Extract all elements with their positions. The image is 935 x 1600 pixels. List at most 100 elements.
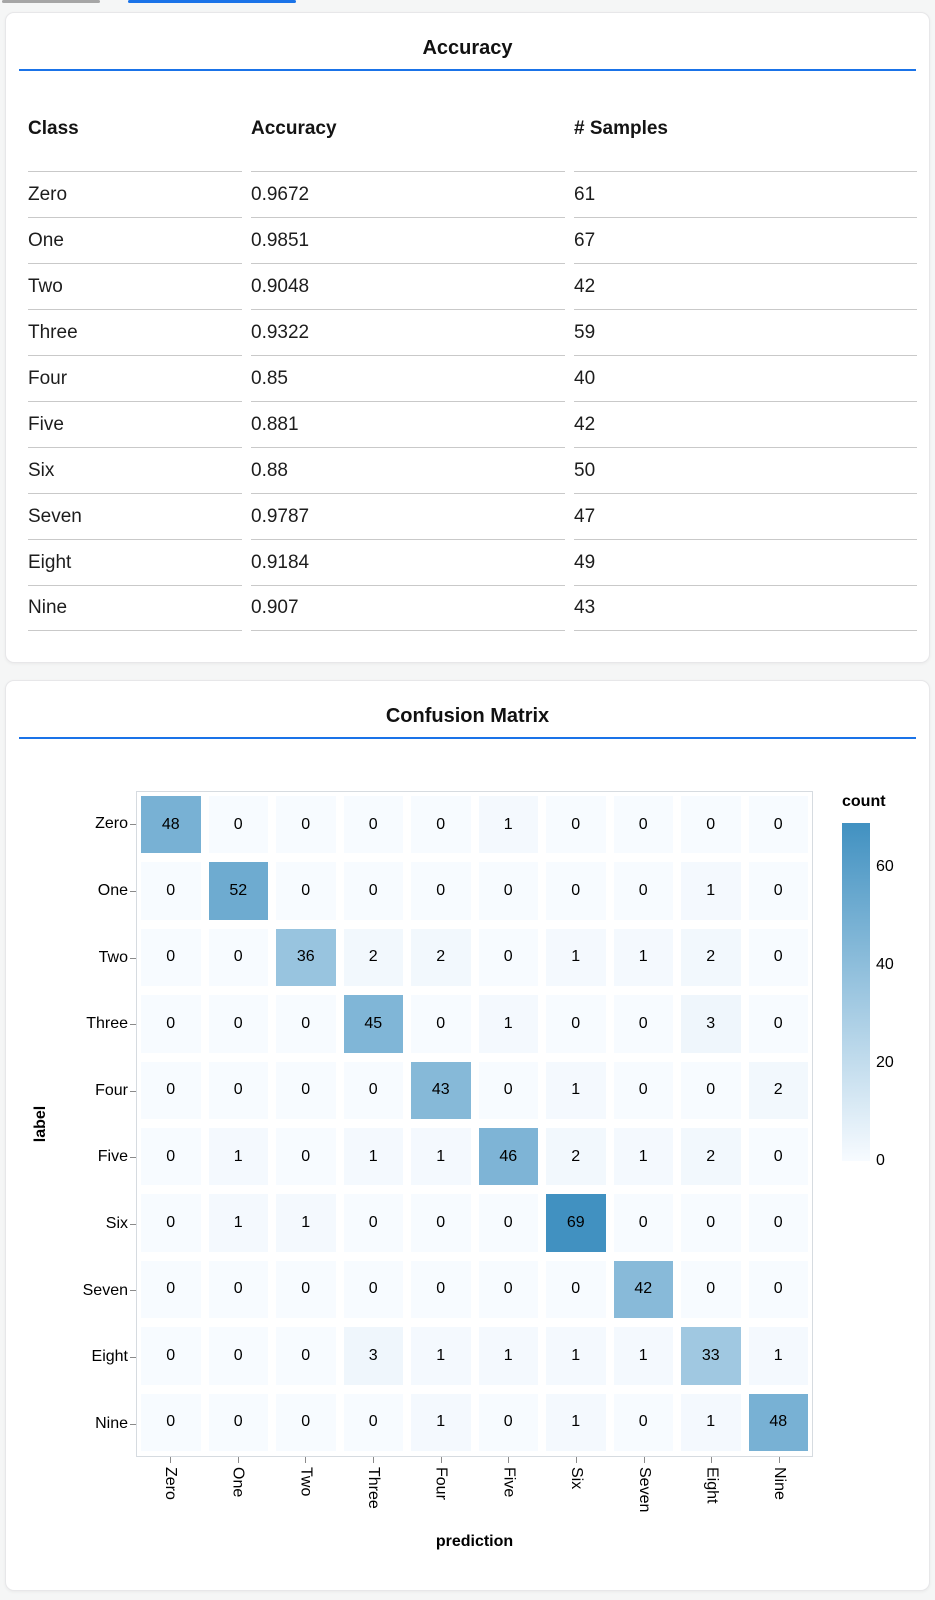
y-axis-label: Seven xyxy=(82,1281,128,1299)
heatmap-cell-value: 1 xyxy=(546,928,606,987)
heatmap-cell-value: 0 xyxy=(411,796,471,854)
heatmap-cell: 0 xyxy=(340,1390,408,1456)
y-axis-label: Eight xyxy=(91,1348,128,1366)
heatmap-cell: 0 xyxy=(677,1190,745,1256)
heatmap-cell-value: 0 xyxy=(613,1194,673,1252)
heatmap-cell-value: 0 xyxy=(681,1061,741,1119)
heatmap-cell: 1 xyxy=(542,1323,610,1389)
table-cell: 61 xyxy=(574,171,917,217)
heatmap-cell-value: 0 xyxy=(748,1260,808,1319)
table-cell: 0.9048 xyxy=(251,263,565,309)
heatmap-cell-value: 0 xyxy=(208,1061,268,1119)
table-cell: 43 xyxy=(574,585,917,631)
heatmap-cell: 1 xyxy=(272,1190,340,1256)
tab-indicator-active[interactable] xyxy=(128,0,296,3)
table-cell: Eight xyxy=(28,539,242,585)
heatmap-cell: 2 xyxy=(542,1124,610,1190)
heatmap-cell: 0 xyxy=(745,858,813,924)
heatmap-cell-value: 0 xyxy=(141,1260,201,1319)
heatmap-cell-value: 0 xyxy=(411,1260,471,1319)
heatmap-cell: 42 xyxy=(610,1257,678,1323)
heatmap-cell: 1 xyxy=(542,1058,610,1124)
confusion-card-title: Confusion Matrix xyxy=(385,705,550,727)
heatmap-cell: 0 xyxy=(610,1390,678,1456)
heatmap-cell: 0 xyxy=(205,1058,273,1124)
x-axis-label: Three xyxy=(364,1467,382,1509)
legend-gradient-bar xyxy=(842,823,870,1161)
heatmap-cell: 0 xyxy=(137,1390,205,1456)
y-axis-title: label xyxy=(32,1105,49,1143)
heatmap-cell: 0 xyxy=(137,1124,205,1190)
heatmap-cell: 0 xyxy=(272,792,340,858)
heatmap-cell: 0 xyxy=(205,792,273,858)
heatmap-cell: 0 xyxy=(542,991,610,1057)
heatmap-cell-value: 2 xyxy=(343,928,403,987)
heatmap-cell: 1 xyxy=(542,925,610,991)
heatmap-cell: 33 xyxy=(677,1323,745,1389)
heatmap-cell: 0 xyxy=(272,991,340,1057)
heatmap-cell-value: 0 xyxy=(343,862,403,920)
heatmap-cell-value: 52 xyxy=(208,862,268,920)
heatmap-cell: 0 xyxy=(475,925,543,991)
heatmap-cell-value: 0 xyxy=(681,1194,741,1252)
table-cell: Five xyxy=(28,401,242,447)
heatmap-cell: 0 xyxy=(745,991,813,1057)
x-axis-tick xyxy=(373,1457,374,1463)
heatmap-cell-value: 42 xyxy=(613,1260,673,1319)
heatmap-cell: 1 xyxy=(475,1323,543,1389)
heatmap-cell-value: 46 xyxy=(478,1128,538,1186)
y-axis-label: Two xyxy=(98,948,128,966)
heatmap-cell-value: 1 xyxy=(276,1194,336,1252)
table-cell: 0.9787 xyxy=(251,493,565,539)
heatmap-cell-value: 0 xyxy=(141,1327,201,1385)
heatmap-cell-value: 0 xyxy=(546,995,606,1053)
heatmap-cell-value: 1 xyxy=(681,1393,741,1451)
heatmap-cell-value: 1 xyxy=(546,1061,606,1119)
y-axis-tick xyxy=(130,1290,136,1291)
heatmap-cell-value: 0 xyxy=(546,796,606,854)
heatmap-cell: 0 xyxy=(205,1390,273,1456)
heatmap-cell: 0 xyxy=(340,792,408,858)
heatmap-cell: 1 xyxy=(677,1390,745,1456)
y-axis-tick xyxy=(130,1024,136,1025)
heatmap-cell-value: 0 xyxy=(208,796,268,854)
heatmap-cell-value: 1 xyxy=(478,995,538,1053)
heatmap-cell: 0 xyxy=(677,1058,745,1124)
confusion-matrix-card: Confusion Matrix 48 0 0 0 0 1 0 0 0 0 0 52 0 0 0 0 0 0 1 0 0… xyxy=(5,680,930,1591)
title-underline xyxy=(19,737,916,739)
heatmap-cell: 2 xyxy=(340,925,408,991)
heatmap-cell: 0 xyxy=(272,858,340,924)
heatmap-cell-value: 1 xyxy=(748,1327,808,1385)
heatmap-cell: 0 xyxy=(745,792,813,858)
heatmap-cell-value: 0 xyxy=(681,796,741,854)
x-axis-tick xyxy=(238,1457,239,1463)
heatmap-cell-value: 33 xyxy=(681,1327,741,1385)
heatmap-cell: 0 xyxy=(205,991,273,1057)
heatmap-cell: 69 xyxy=(542,1190,610,1256)
heatmap-cell: 0 xyxy=(137,991,205,1057)
heatmap-cell-value: 0 xyxy=(208,1393,268,1451)
heatmap-cell-value: 1 xyxy=(613,1128,673,1186)
heatmap-cell-value: 0 xyxy=(276,862,336,920)
heatmap-cell: 43 xyxy=(407,1058,475,1124)
heatmap-cell-value: 0 xyxy=(276,796,336,854)
heatmap-cell: 36 xyxy=(272,925,340,991)
table-header-cell: Accuracy xyxy=(251,118,337,139)
x-axis-label: Nine xyxy=(771,1467,789,1500)
tab-indicator-inactive[interactable] xyxy=(2,0,100,3)
x-axis-label: Eight xyxy=(703,1467,721,1504)
heatmap-cell: 0 xyxy=(272,1323,340,1389)
heatmap-cell: 0 xyxy=(542,858,610,924)
x-axis-tick xyxy=(711,1457,712,1463)
table-cell: Nine xyxy=(28,585,242,631)
heatmap-cell-value: 0 xyxy=(141,1128,201,1186)
heatmap-cell-value: 0 xyxy=(343,1260,403,1319)
heatmap-cell-value: 0 xyxy=(141,1393,201,1451)
heatmap-cell-value: 0 xyxy=(748,928,808,987)
heatmap-cell-value: 0 xyxy=(276,1327,336,1385)
x-axis-label: Six xyxy=(568,1467,586,1490)
title-underline xyxy=(19,69,916,71)
heatmap-cell: 0 xyxy=(340,858,408,924)
heatmap-cell: 0 xyxy=(610,1058,678,1124)
legend-title: count xyxy=(842,793,886,810)
